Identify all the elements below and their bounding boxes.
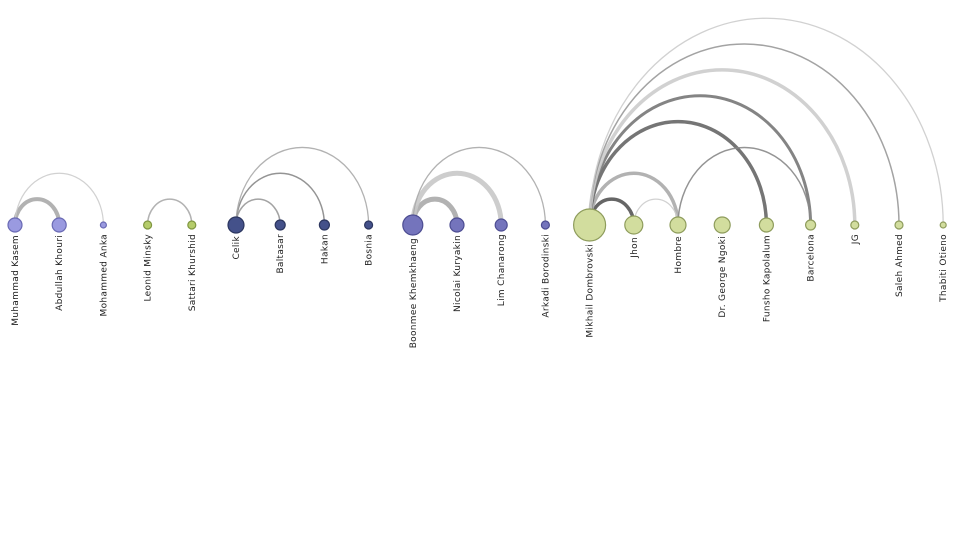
link-arc [588, 43, 900, 226]
link-arc [146, 198, 193, 226]
node-label: Thabiti Otieno [939, 234, 949, 303]
node [318, 219, 330, 231]
node-label: Abdullah Khouri [55, 235, 65, 311]
node-label: Jhon [630, 237, 640, 259]
node-label: JG [851, 234, 861, 245]
node [7, 217, 23, 233]
link-arc [235, 146, 370, 226]
link-arc [235, 198, 281, 226]
node [713, 216, 731, 234]
link-arc [677, 146, 812, 226]
link-arc [412, 146, 547, 226]
node-label: Hakan [320, 234, 330, 264]
link-arc [13, 197, 62, 226]
node [143, 220, 153, 230]
node-label: Leonid Minsky [144, 234, 154, 302]
link-arc [587, 68, 857, 226]
node-label: Sattari Khurshid [188, 234, 198, 311]
node [624, 215, 644, 235]
node [540, 220, 551, 230]
node [804, 219, 817, 231]
node-label: Nicolai Kuryakin [453, 235, 463, 312]
node-label: Dr. George Ngoki [718, 236, 728, 318]
node [572, 208, 607, 242]
node [99, 221, 108, 229]
node-label: Arkadi Borodinski [541, 234, 551, 318]
node [51, 217, 67, 233]
node-label: Mikhail Dombrovski [586, 244, 596, 338]
link-arc [587, 171, 680, 226]
node-label: Baltasar [276, 234, 286, 274]
node-label: Funsho Kapolalum [762, 235, 772, 322]
node [669, 216, 687, 234]
node-label: Bosnia [365, 234, 375, 266]
link-arc [588, 94, 813, 226]
node [939, 221, 947, 229]
node-label: Barcelona [807, 234, 817, 282]
link-arc [588, 17, 944, 226]
node [894, 220, 904, 230]
node [227, 216, 245, 234]
node-label: Boonmee Khemkhaeng [409, 238, 419, 348]
link-arc [587, 119, 769, 226]
node [850, 220, 860, 230]
node-label: Celik [232, 236, 242, 260]
node [187, 220, 197, 230]
link-arc [410, 170, 504, 226]
node-label: Lim Chanarong [497, 234, 507, 306]
node [274, 219, 286, 231]
link-arc [633, 198, 679, 226]
link-arc [235, 172, 326, 226]
node [449, 217, 465, 233]
node-label: Saleh Ahmed [895, 234, 905, 297]
node [494, 218, 508, 232]
node [364, 220, 374, 230]
link-arc [14, 172, 104, 226]
node [402, 214, 424, 236]
node-label: Hombre [674, 236, 684, 274]
node-label: Mohammed Anka [99, 234, 109, 316]
node-label: Muhammad Kasem [11, 235, 21, 326]
node [758, 217, 775, 233]
